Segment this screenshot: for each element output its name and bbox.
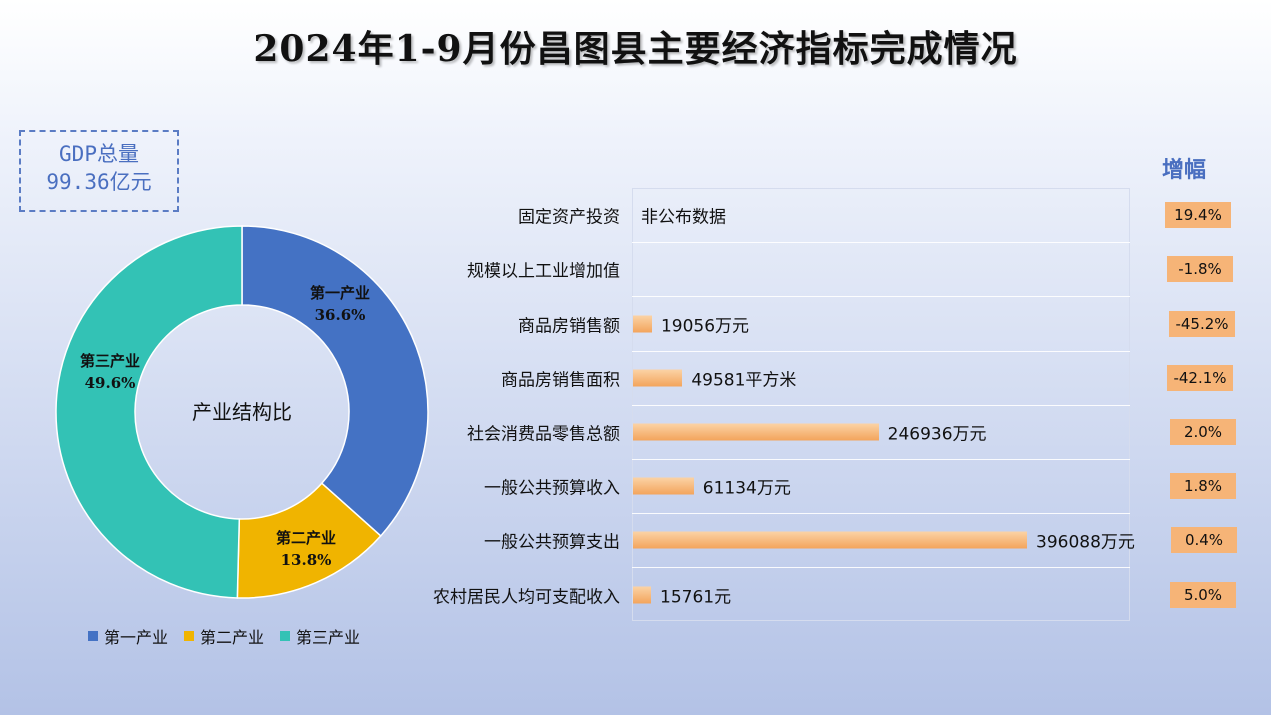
bar-value-label: 15761元 — [660, 587, 732, 607]
bar-value-label: 246936万元 — [887, 424, 987, 445]
gdp-value: 99.36亿元 — [46, 170, 152, 194]
growth-badge: 0.4% — [1171, 527, 1237, 554]
bar-chart-frame — [632, 188, 1130, 621]
legend-swatch — [184, 631, 195, 641]
bar-value-label: 49581平方米 — [691, 370, 797, 391]
indicator-bar — [633, 315, 652, 332]
growth-badge: 2.0% — [1170, 418, 1236, 445]
gdp-label: GDP总量 — [59, 142, 139, 166]
growth-badge: -1.8% — [1167, 256, 1233, 283]
industry-structure-donut-chart: 第一产业 36.6% 第二产业 13.8% 第三产业 49.6% 产业结构比 — [55, 225, 429, 599]
donut-legend: 第一产业 第二产业 第三产业 — [88, 624, 360, 648]
growth-badge: 1.8% — [1170, 473, 1236, 500]
bar-value-label: 396088万元 — [1036, 532, 1135, 553]
bar-value-label: 61134万元 — [702, 478, 791, 499]
growth-header: 增幅 — [1162, 158, 1207, 183]
category-label: 商品房销售面积 — [501, 370, 620, 391]
bar-value-label: 非公布数据 — [641, 207, 726, 228]
page-title: 2024年1-9月份昌图县主要经济指标完成情况 — [253, 28, 1018, 70]
row-divider — [632, 242, 1130, 244]
category-label: 一般公共预算收入 — [484, 478, 620, 499]
growth-badge: -45.2% — [1169, 310, 1235, 337]
donut-slice-name-3: 第三产业 — [80, 352, 140, 370]
legend-swatch — [280, 631, 291, 641]
donut-slice-1 — [241, 225, 429, 537]
legend-label: 第三产业 — [296, 628, 361, 647]
gdp-total-box: GDP总量 99.36亿元 — [19, 130, 179, 212]
category-label: 社会消费品零售总额 — [467, 424, 620, 445]
category-label: 一般公共预算支出 — [484, 532, 620, 553]
growth-badge: 5.0% — [1170, 581, 1236, 608]
legend-swatch — [88, 631, 98, 641]
category-label: 固定资产投资 — [518, 207, 620, 228]
legend-item-1: 第一产业 — [88, 624, 168, 648]
donut-slice-name-2: 第二产业 — [276, 529, 336, 547]
row-divider — [632, 350, 1130, 352]
indicator-bar — [633, 531, 1027, 549]
row-divider — [632, 404, 1130, 406]
legend-label: 第一产业 — [104, 628, 169, 647]
growth-badge: -42.1% — [1167, 364, 1233, 391]
legend-item-3: 第三产业 — [280, 624, 360, 648]
category-label: 商品房销售额 — [518, 316, 620, 336]
donut-slice-value-2: 13.8% — [281, 551, 332, 569]
indicator-bar — [633, 423, 879, 441]
donut-slice-3 — [55, 225, 243, 599]
donut-slice-value-3: 49.6% — [85, 374, 136, 392]
bar-value-label: 19056万元 — [660, 316, 750, 336]
category-label: 农村居民人均可支配收入 — [433, 587, 620, 607]
indicator-bar — [633, 369, 683, 387]
row-divider — [632, 513, 1130, 515]
indicator-bar — [633, 477, 694, 495]
donut-slice-value-1: 36.6% — [315, 306, 366, 324]
row-divider — [632, 296, 1130, 298]
donut-center-label: 产业结构比 — [192, 400, 292, 424]
donut-slice-name-1: 第一产业 — [310, 284, 370, 302]
indicator-bar — [633, 586, 651, 603]
legend-item-2: 第二产业 — [184, 624, 264, 648]
growth-badge: 19.4% — [1165, 202, 1231, 229]
category-label: 规模以上工业增加值 — [467, 261, 620, 282]
row-divider — [632, 567, 1130, 569]
row-divider — [632, 459, 1130, 460]
legend-label: 第二产业 — [200, 628, 265, 647]
